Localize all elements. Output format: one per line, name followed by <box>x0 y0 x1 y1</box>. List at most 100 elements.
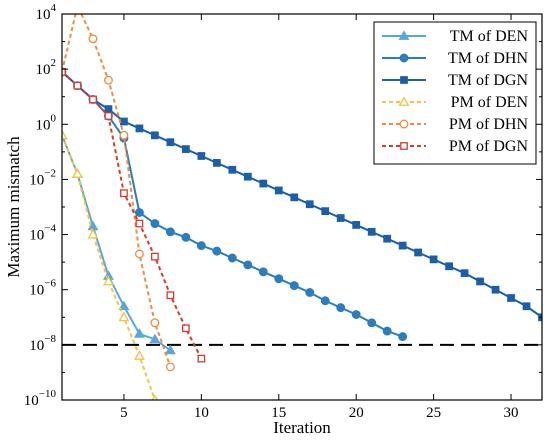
data-point <box>336 303 346 313</box>
y-tick-base: 10 <box>24 393 39 409</box>
data-point <box>104 75 113 85</box>
legend-label: TM of DEN <box>450 28 529 45</box>
series-pm-of-dgn <box>62 68 206 363</box>
y-tick-exponent: −8 <box>44 333 56 345</box>
legend-marker <box>398 96 410 106</box>
legend-entry: PM of DGN <box>382 138 528 155</box>
data-point <box>274 186 283 195</box>
legend-entry: TM of DHN <box>382 50 528 67</box>
x-tick-label: 30 <box>504 405 519 421</box>
data-point <box>151 252 159 261</box>
series-line <box>62 14 172 368</box>
data-point <box>382 326 392 336</box>
y-tick-exponent: −2 <box>44 167 56 179</box>
data-point <box>289 281 299 291</box>
series-tm-of-dgn <box>62 68 542 322</box>
data-point <box>118 311 130 322</box>
data-point <box>290 193 299 202</box>
data-point <box>164 344 176 355</box>
y-tick-exponent: 4 <box>51 2 57 14</box>
data-point <box>135 124 144 133</box>
y-tick-label: 100 <box>36 112 57 133</box>
data-point <box>134 249 144 259</box>
data-point <box>227 253 237 263</box>
legend-entry: PM of DHN <box>382 116 528 133</box>
data-point <box>243 172 252 181</box>
data-point <box>133 328 145 338</box>
x-tick-label: 15 <box>271 405 286 421</box>
data-point <box>476 277 484 286</box>
plot-frame <box>61 13 543 401</box>
y-tick-base: 10 <box>29 338 44 354</box>
series-pm-of-den <box>62 129 159 400</box>
x-tick-label: 20 <box>349 405 364 421</box>
legend-marker <box>399 53 409 63</box>
legend-label: TM of DGN <box>448 72 528 89</box>
y-tick-base: 10 <box>36 7 51 23</box>
data-point <box>228 165 237 174</box>
data-point <box>258 267 268 277</box>
data-point <box>352 221 361 229</box>
data-point <box>73 81 82 90</box>
y-tick-base: 10 <box>29 283 44 299</box>
data-point <box>181 232 191 242</box>
data-point <box>74 2 82 10</box>
data-point <box>398 241 407 250</box>
data-point <box>367 227 376 236</box>
data-point <box>507 294 515 302</box>
data-point <box>336 214 345 222</box>
y-tick-exponent: −6 <box>44 278 56 290</box>
data-point <box>259 179 268 188</box>
legend-marker <box>400 142 408 150</box>
legend-entry: TM of DEN <box>382 28 528 45</box>
legend-marker <box>399 119 409 129</box>
data-point <box>383 234 392 243</box>
data-point <box>87 228 99 239</box>
y-tick-label: 102 <box>36 57 57 78</box>
data-point <box>212 159 221 167</box>
data-point <box>135 219 144 228</box>
legend-label: PM of DEN <box>451 94 529 111</box>
x-tick-label: 25 <box>426 405 441 421</box>
x-axis-title: Iteration <box>273 418 331 437</box>
y-tick-base: 10 <box>29 228 44 244</box>
legend-entry: PM of DEN <box>382 94 528 111</box>
frame-layer: 5 10 15 20 25 3010410210010−210−410−610−810−1… <box>24 2 543 421</box>
legend-entry: TM of DGN <box>382 72 528 89</box>
y-tick-exponent: −4 <box>44 223 56 235</box>
legend-label: PM of DHN <box>449 116 529 133</box>
data-point <box>398 332 408 342</box>
data-point <box>196 241 206 251</box>
legend-marker <box>400 76 408 84</box>
data-point <box>133 350 145 360</box>
data-point <box>212 246 222 256</box>
y-tick-label: 10−4 <box>29 223 56 244</box>
y-tick-label: 10−8 <box>29 333 56 354</box>
y-tick-exponent: 2 <box>51 57 57 69</box>
data-point <box>120 117 128 126</box>
x-tick-label: 5 <box>120 405 128 421</box>
data-point <box>150 318 160 328</box>
data-point <box>445 262 453 271</box>
series-pm-of-dhn <box>62 2 175 372</box>
y-tick-base: 10 <box>36 62 51 78</box>
data-point <box>134 208 144 217</box>
data-point <box>181 324 190 333</box>
data-point <box>104 112 113 120</box>
data-point <box>120 189 128 198</box>
data-point <box>243 260 253 270</box>
data-point <box>118 300 130 311</box>
data-point <box>197 152 206 160</box>
data-point <box>522 302 531 311</box>
data-point <box>181 145 190 153</box>
data-point <box>165 227 175 237</box>
data-point <box>151 131 159 140</box>
data-point <box>149 333 161 344</box>
y-tick-label: 10−6 <box>29 278 56 299</box>
legend-box <box>373 21 537 165</box>
legend-label: PM of DGN <box>449 138 529 155</box>
data-point <box>88 34 98 44</box>
legend-label: TM of DHN <box>448 50 528 67</box>
